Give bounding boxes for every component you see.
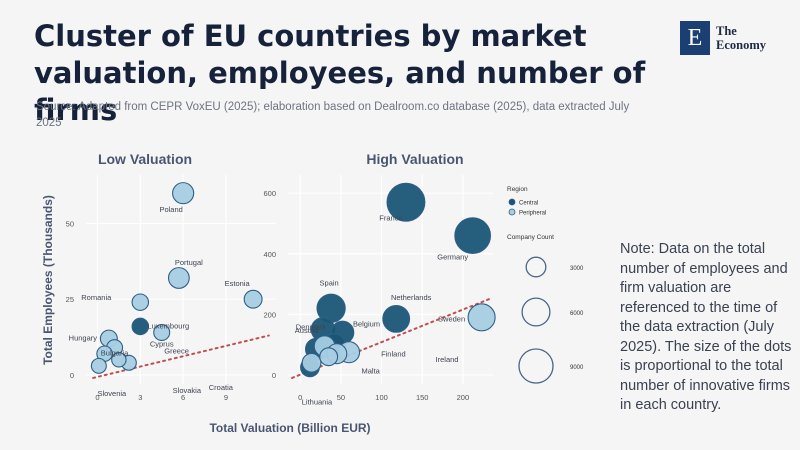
legend-region-swatch-central [508,198,516,206]
point-label-denmark: Denmark [296,322,327,331]
x-tick-label: 50 [337,393,345,402]
point-label-estonia: Estonia [225,279,251,288]
point-label-ireland: Ireland [436,355,459,364]
point-label-cyprus: Cyprus [150,340,174,349]
point-label-france: France [379,213,402,222]
bubble-germany [454,217,492,254]
point-label-netherlands: Netherlands [391,293,432,302]
point-label-greece: Greece [164,347,189,356]
point-label-luxembourg: Luxembourg [147,321,189,330]
x-tick-label: 6 [181,393,185,402]
point-label-belgium: Belgium [353,320,380,329]
y-tick-label: 400 [263,250,276,259]
bubble-poland [172,182,195,205]
bubble-czechia [301,352,322,373]
legend-count-label-3000: 3000 [570,266,584,272]
point-label-lithuania: Lithuania [302,397,333,406]
bubble-luxembourg [131,317,150,336]
x-tick-label: 3 [138,393,142,402]
bubble-slovenia [90,357,107,374]
y-tick-label: 50 [66,219,74,228]
bubble-cyprus [153,323,171,342]
legend-count-title: Company Count [507,234,554,241]
panel-title: Low Valuation [98,151,192,167]
point-label-slovenia: Slovenia [97,389,127,398]
legend-region-label-peripheral: Peripheral [519,211,546,217]
bubble-netherlands [382,304,411,333]
legend-count-label-9000: 9000 [570,365,584,371]
logo-line-2: Economy [716,38,766,52]
point-label-croatia: Croatia [209,383,234,392]
bubble-sweden [467,303,496,332]
point-label-poland: Poland [159,205,182,214]
bubble-malta [319,347,339,367]
point-label-slovakia: Slovakia [173,386,202,395]
y-axis-title: Total Employees (Thousands) [41,195,55,365]
panel-title: High Valuation [366,151,463,167]
legend-region-swatch-peripheral [508,208,516,216]
x-tick-label: 150 [416,393,429,402]
y-tick-label: 200 [263,310,276,319]
legend-count-label-6000: 6000 [570,311,584,317]
point-label-finland: Finland [381,350,406,359]
point-label-sweden: Sweden [438,314,465,323]
point-label-romania: Romania [81,293,112,302]
point-label-malta: Malta [362,367,381,376]
bubble-portugal [167,267,190,289]
x-tick-label: 0 [95,393,99,402]
bubble-france [386,182,426,222]
chart-title: Cluster of EU countries by market valuat… [34,19,646,127]
point-label-germany: Germany [437,253,468,262]
x-tick-label: 200 [457,393,470,402]
x-axis-title: Total Valuation (Billion EUR) [209,421,370,435]
logo-line-1: The [716,24,737,38]
legend-region-label-central: Central [519,201,538,207]
point-label-bulgaria: Bulgaria [101,349,129,358]
y-tick-label: 0 [70,371,74,380]
point-label-portugal: Portugal [175,258,203,267]
scatter-chart: Low Valuation 0 3 6 9 0 25 50 Poland Portugal Roma… [41,151,584,435]
trend-line [92,334,270,379]
source-note: Source: Adapted from CEPR VoxEU (2025); … [36,101,630,129]
point-label-spain: Spain [320,278,339,287]
footnote: Note: Data on the total number of employ… [620,241,792,413]
point-label-hungary: Hungary [69,334,98,343]
legend-region-title: Region [507,186,528,193]
point-label-austria: Austria [295,326,319,335]
logo-mark: E [680,21,710,55]
x-tick-label: 100 [375,393,388,402]
bubble-croatia [111,352,127,368]
legend-count-circle-6000 [521,297,551,327]
bubble-romania [131,293,150,311]
y-tick-label: 600 [263,189,276,198]
y-tick-label: 0 [272,371,276,380]
logo-text: The Economy [716,24,766,52]
legend-count-circle-3000 [525,256,547,278]
x-tick-label: 9 [224,393,228,402]
x-tick-label: 0 [298,393,302,402]
publisher-logo: E The Economy [680,21,766,55]
bubble-estonia [243,289,263,309]
legend-count-circle-9000 [518,348,554,384]
y-tick-label: 25 [66,295,74,304]
